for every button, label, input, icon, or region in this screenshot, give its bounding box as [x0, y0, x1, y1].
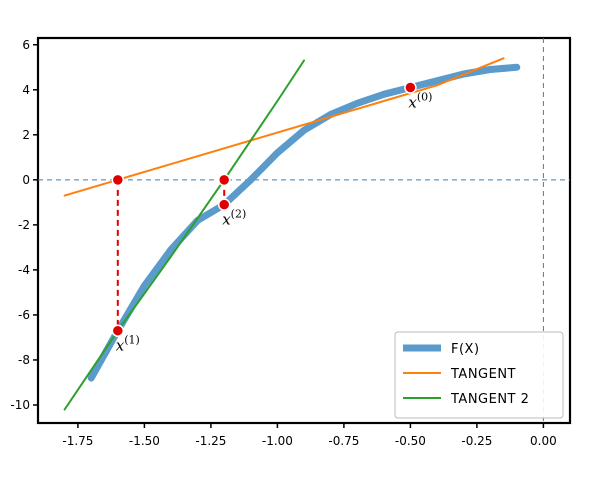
iterate-point-0	[404, 81, 417, 94]
iterate-label-base: x	[222, 211, 231, 229]
x-tick-label: -0.25	[461, 434, 492, 448]
iterate-label-1: x(1)	[116, 334, 140, 355]
x-tick-label: -1.75	[62, 434, 93, 448]
legend-label-0: F(X)	[451, 342, 480, 357]
y-tick-label: -2	[18, 218, 30, 232]
legend-label-2: TANGENT 2	[450, 392, 529, 407]
legend-box	[394, 331, 564, 419]
iterate-label-0: x(0)	[408, 91, 432, 112]
series-line-1	[63, 57, 505, 197]
root-marker-1	[111, 173, 125, 187]
y-tick-label: 2	[22, 128, 30, 142]
series-line-2	[63, 59, 305, 411]
iterate-label-base: x	[116, 337, 125, 355]
iterate-point-2	[217, 198, 231, 211]
series-line-0	[87, 63, 521, 382]
iterate-point-1	[111, 324, 125, 337]
y-tick-label: -8	[18, 353, 30, 367]
plot-frame	[36, 36, 572, 425]
y-tick-label: 4	[22, 83, 30, 97]
y-tick-label: -6	[18, 308, 30, 322]
legend-label-1: TANGENT	[450, 367, 516, 382]
x-tick-label: -1.50	[129, 434, 160, 448]
y-tick-label: -10	[10, 398, 30, 412]
iterate-label-superscript: (0)	[417, 91, 433, 104]
y-tick-label: 6	[22, 38, 30, 52]
x-tick-label: -1.00	[262, 434, 293, 448]
x-tick-label: -1.25	[195, 434, 226, 448]
iterate-label-base: x	[408, 94, 417, 112]
x-tick-label: -0.75	[328, 434, 359, 448]
x-tick-label: 0.00	[530, 434, 557, 448]
x-tick-label: -0.50	[395, 434, 426, 448]
y-tick-label: -4	[18, 263, 30, 277]
y-tick-label: 0	[22, 173, 30, 187]
iterate-label-superscript: (1)	[124, 334, 140, 347]
iterate-label-2: x(2)	[222, 208, 246, 229]
iterate-label-superscript: (2)	[231, 208, 247, 221]
root-marker-2	[217, 173, 231, 187]
